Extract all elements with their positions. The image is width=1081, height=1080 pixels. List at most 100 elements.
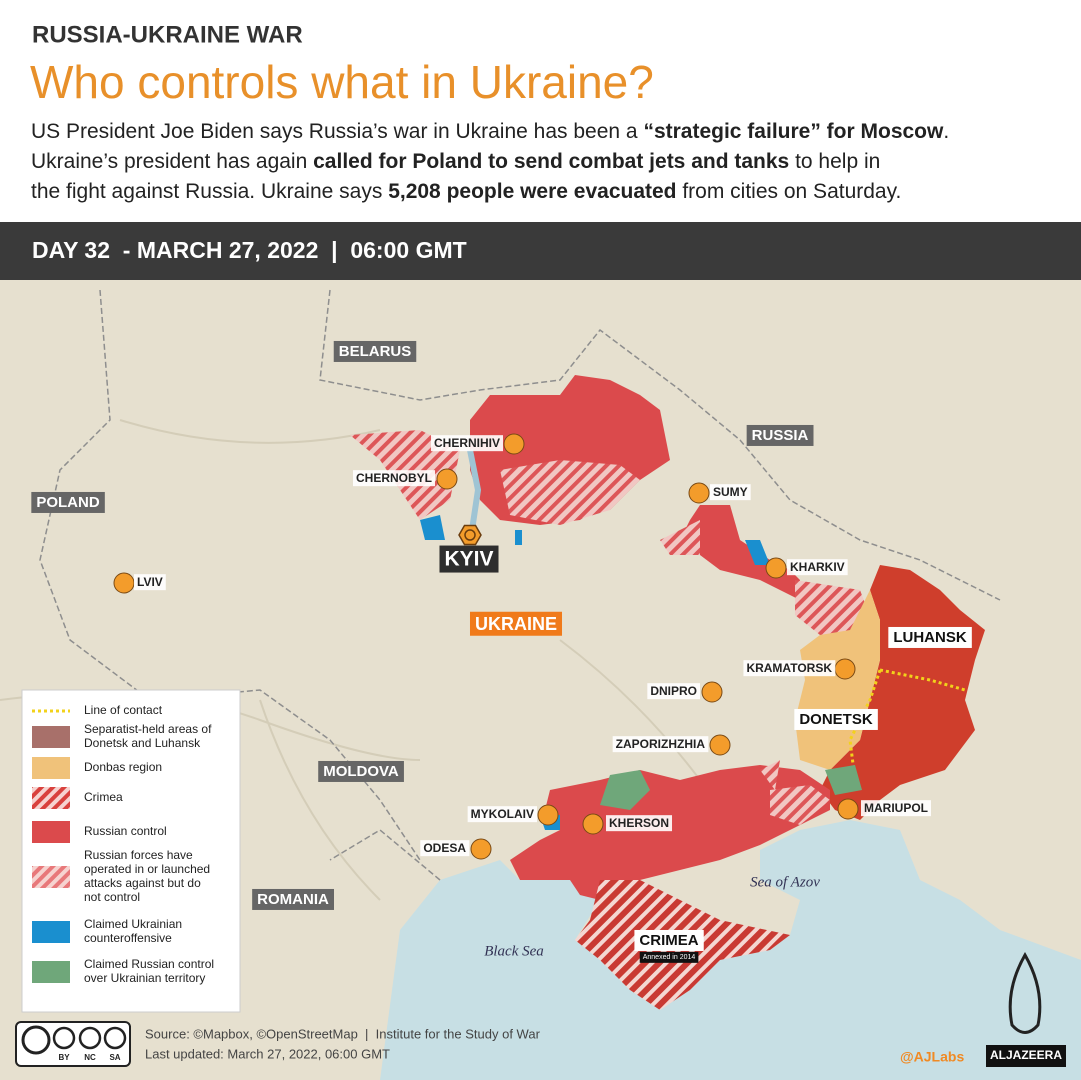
legend-label: Line of contact: [84, 703, 163, 717]
summary-line: Ukraine’s president has again called for…: [31, 150, 880, 173]
city-label: MYKOLAIV: [471, 807, 534, 821]
license-label: NC: [84, 1053, 96, 1062]
city-label: LVIV: [137, 575, 163, 589]
title: Who controls what in Ukraine?: [30, 56, 654, 108]
area-label: POLAND: [36, 494, 100, 511]
city-marker: [709, 734, 731, 756]
cc-license: BY NC SA: [21, 1025, 127, 1062]
legend-swatch: [32, 726, 70, 748]
area-label: MOLDOVA: [323, 763, 399, 780]
area-label: DONETSK: [799, 711, 873, 728]
header-bg: [0, 0, 1081, 222]
area-label: ROMANIA: [257, 891, 329, 908]
legend-label: Claimed Ukrainian: [84, 917, 182, 931]
city-marker: [765, 557, 787, 579]
legend-label: Claimed Russian control: [84, 957, 214, 971]
area-label: CRIMEA: [639, 932, 698, 949]
city-marker: [701, 681, 723, 703]
area-label: LUHANSK: [893, 629, 966, 646]
city-marker: [688, 482, 710, 504]
legend-swatch: [32, 961, 70, 983]
legend-swatch: [32, 866, 70, 888]
label-box: [787, 559, 848, 576]
legend-label: Russian forces have: [84, 848, 193, 862]
brand: ALJAZEERA: [990, 1048, 1062, 1062]
legend-swatch: [32, 921, 70, 943]
city-marker: [113, 572, 135, 594]
summary-segment: Ukraine’s president has again: [31, 150, 313, 173]
brand-box: [986, 1045, 1066, 1067]
label-box: [647, 683, 700, 700]
label-box: [794, 708, 878, 730]
city-marker: [582, 813, 604, 835]
label-box: [352, 470, 435, 487]
license-icon: [103, 1026, 127, 1050]
aljazeera-logo: [1008, 951, 1042, 1034]
city-marker: [436, 468, 458, 490]
legend-label: counteroffensive: [84, 931, 172, 945]
city-label: CHERNOBYL: [356, 471, 432, 485]
summary-segment: the fight against Russia. Ukraine says: [31, 180, 388, 203]
legend-label: Crimea: [84, 790, 123, 804]
summary-segment: 5,208 people were evacuated: [388, 180, 676, 203]
legend-label: Separatist-held areas of: [84, 722, 212, 736]
legend-label: not control: [84, 890, 140, 904]
label-box: [31, 491, 105, 513]
summary: US President Joe Biden says Russia’s war…: [31, 120, 949, 203]
cc-icon: [21, 1025, 51, 1055]
capital-label: KYIV: [444, 548, 493, 571]
russian-claimed: [600, 765, 862, 810]
sea: [380, 820, 1081, 1080]
summary-segment: from cities on Saturday.: [677, 180, 902, 203]
city-label: ODESA: [423, 841, 466, 855]
city-marker: [470, 838, 492, 860]
label-box: [134, 574, 166, 591]
russian-operated-south: [760, 760, 830, 825]
city-label: SUMY: [713, 485, 748, 499]
legend-swatch: [32, 757, 70, 779]
label-box: [430, 435, 503, 452]
legend-label: Donetsk and Luhansk: [84, 736, 201, 750]
legend-swatch: [32, 787, 70, 809]
city-marker: [837, 798, 859, 820]
date-bar: [0, 222, 1081, 280]
legend-label: over Ukrainian territory: [84, 971, 205, 985]
label-box: [639, 951, 699, 963]
sea-label: Black Sea: [484, 943, 544, 959]
legend-label: Russian control: [84, 824, 167, 838]
label-box: [710, 484, 751, 501]
label-box: [746, 424, 814, 446]
city-label: ZAPORIZHZHIA: [616, 737, 706, 751]
label-box: [333, 340, 417, 362]
credit: @AJLabs: [900, 1049, 964, 1065]
line-of-contact: [848, 668, 966, 781]
city-marker: [503, 433, 525, 455]
legend-label: operated in or launched: [84, 862, 210, 876]
legend: Line of contact Separatist-held areas ofD…: [32, 703, 214, 985]
summary-segment: US President Joe Biden says Russia’s war…: [31, 120, 643, 143]
map-labels: CHERNIHIV CHERNOBYL KYIV SUMY KHARKIV LVIV KRA…: [31, 340, 972, 963]
label-box: [318, 760, 404, 782]
summary-segment: to help in: [789, 150, 880, 173]
label-box: [888, 626, 972, 648]
label-box: [439, 545, 499, 573]
label-box: [612, 736, 709, 753]
summary-segment: .: [943, 120, 949, 143]
city-label: CHERNIHIV: [434, 436, 500, 450]
label-box: [467, 806, 537, 823]
updated: Last updated: March 27, 2022, 06:00 GMT: [145, 1046, 390, 1061]
sea-label: Sea of Azov: [750, 874, 820, 890]
city-marker: [537, 804, 559, 826]
summary-line: the fight against Russia. Ukraine says 5…: [31, 180, 901, 203]
license-icon: [52, 1026, 76, 1050]
russian-control-south: [510, 765, 830, 900]
russian-operated-east: [660, 520, 875, 635]
label-box: [743, 660, 836, 677]
city-label: KHERSON: [609, 816, 669, 830]
label-box: [606, 815, 673, 832]
date-text: DAY 32 - MARCH 27, 2022 | 06:00 GMT: [32, 237, 467, 263]
kicker: RUSSIA-UKRAINE WAR: [32, 21, 303, 48]
annotation: Annexed in 2014: [643, 954, 696, 961]
area-label: BELARUS: [339, 343, 412, 360]
